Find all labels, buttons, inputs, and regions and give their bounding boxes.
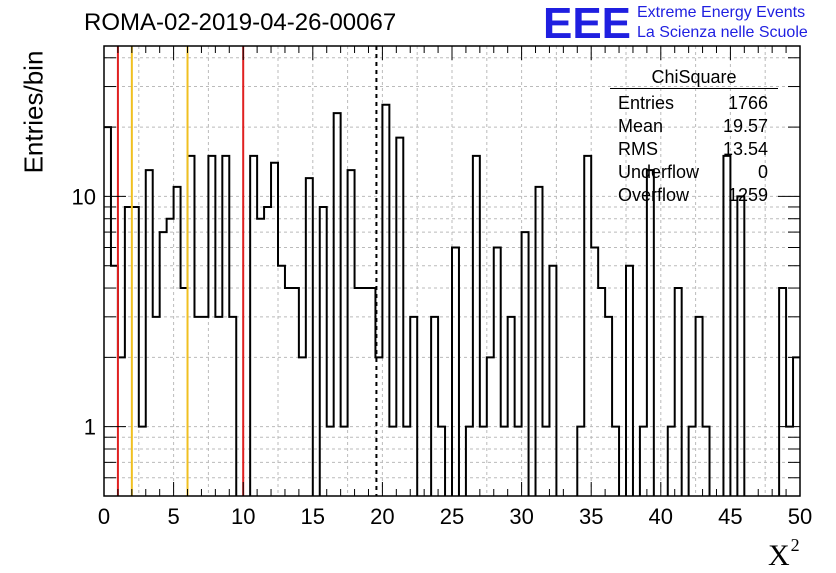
histogram-bin: [696, 317, 703, 496]
histogram-bin: [675, 288, 682, 496]
x-tick-label: 20: [370, 504, 394, 529]
histogram-bin: [153, 317, 160, 496]
x-tick-label: 0: [98, 504, 110, 529]
stats-row: Entries 1766: [618, 93, 768, 113]
histogram-bin: [368, 288, 375, 496]
histogram-bin: [508, 317, 515, 496]
histogram-bin: [591, 247, 598, 496]
histogram-bin: [605, 317, 612, 496]
stats-row: Mean 19.57: [618, 116, 768, 136]
histogram-bin: [779, 288, 786, 496]
histogram-outline: [104, 103, 800, 496]
x-tick-label: 30: [509, 504, 533, 529]
histogram-bin: [194, 317, 201, 496]
y-axis-label: Entries/bin: [18, 50, 49, 174]
y-tick-label: 1: [84, 415, 96, 440]
histogram-bin: [132, 207, 139, 496]
histogram-bin: [125, 207, 132, 496]
x-axis-label: X2: [768, 535, 800, 572]
x-tick-label: 10: [231, 504, 255, 529]
stats-row: Overflow 1259: [618, 185, 768, 205]
histogram-bin: [320, 207, 327, 496]
histogram-bin: [626, 266, 633, 496]
stats-box: ChiSquare Entries 1766 Mean 19.57 RMS 13.54…: [610, 66, 778, 207]
x-tick-label: 5: [167, 504, 179, 529]
histogram-bin: [271, 163, 278, 496]
histogram-bin: [549, 266, 556, 496]
histogram-bin: [431, 317, 438, 496]
plot-title: ROMA-02-2019-04-26-00067: [84, 9, 397, 36]
histogram-bin: [362, 288, 369, 496]
eee-logo: EEE: [543, 2, 631, 42]
histogram-bin: [737, 196, 744, 496]
logo-line-1: Extreme Energy Events: [637, 4, 806, 21]
histogram-bin: [522, 232, 529, 496]
logo-line-2: La Scienza nelle Scuole: [637, 24, 808, 41]
stats-row: Underflow 0: [618, 162, 768, 182]
histogram-bin: [306, 178, 313, 496]
x-tick-label: 15: [301, 504, 325, 529]
histogram-bin: [285, 288, 292, 496]
histogram-bin: [181, 288, 188, 496]
histogram-bin: [452, 247, 459, 496]
histogram-bin: [355, 288, 362, 496]
x-tick-label: 35: [579, 504, 603, 529]
histogram-bin: [111, 266, 118, 496]
histogram-bin: [264, 207, 271, 496]
histogram-bin: [292, 288, 299, 496]
x-tick-label: 45: [718, 504, 742, 529]
histogram-bin: [160, 232, 167, 496]
histogram-bin: [174, 187, 181, 496]
svg-text:EEE: EEE: [543, 2, 631, 42]
x-tick-label: 25: [440, 504, 464, 529]
x-tick-label: 40: [649, 504, 673, 529]
histogram-bin: [334, 113, 341, 496]
stats-title: ChiSquare: [610, 66, 778, 89]
histogram-bin: [410, 317, 417, 496]
histogram-bin: [104, 127, 111, 496]
histogram-bin: [494, 247, 501, 496]
histogram-bin: [278, 266, 285, 496]
histogram-bin: [201, 317, 208, 496]
histogram-bin: [536, 187, 543, 496]
y-tick-label: 10: [72, 184, 96, 209]
histogram-bin: [215, 317, 222, 496]
histogram-bin: [598, 288, 605, 496]
x-tick-label: 50: [788, 504, 812, 529]
stats-row: RMS 13.54: [618, 139, 768, 159]
histogram-bin: [229, 317, 236, 496]
